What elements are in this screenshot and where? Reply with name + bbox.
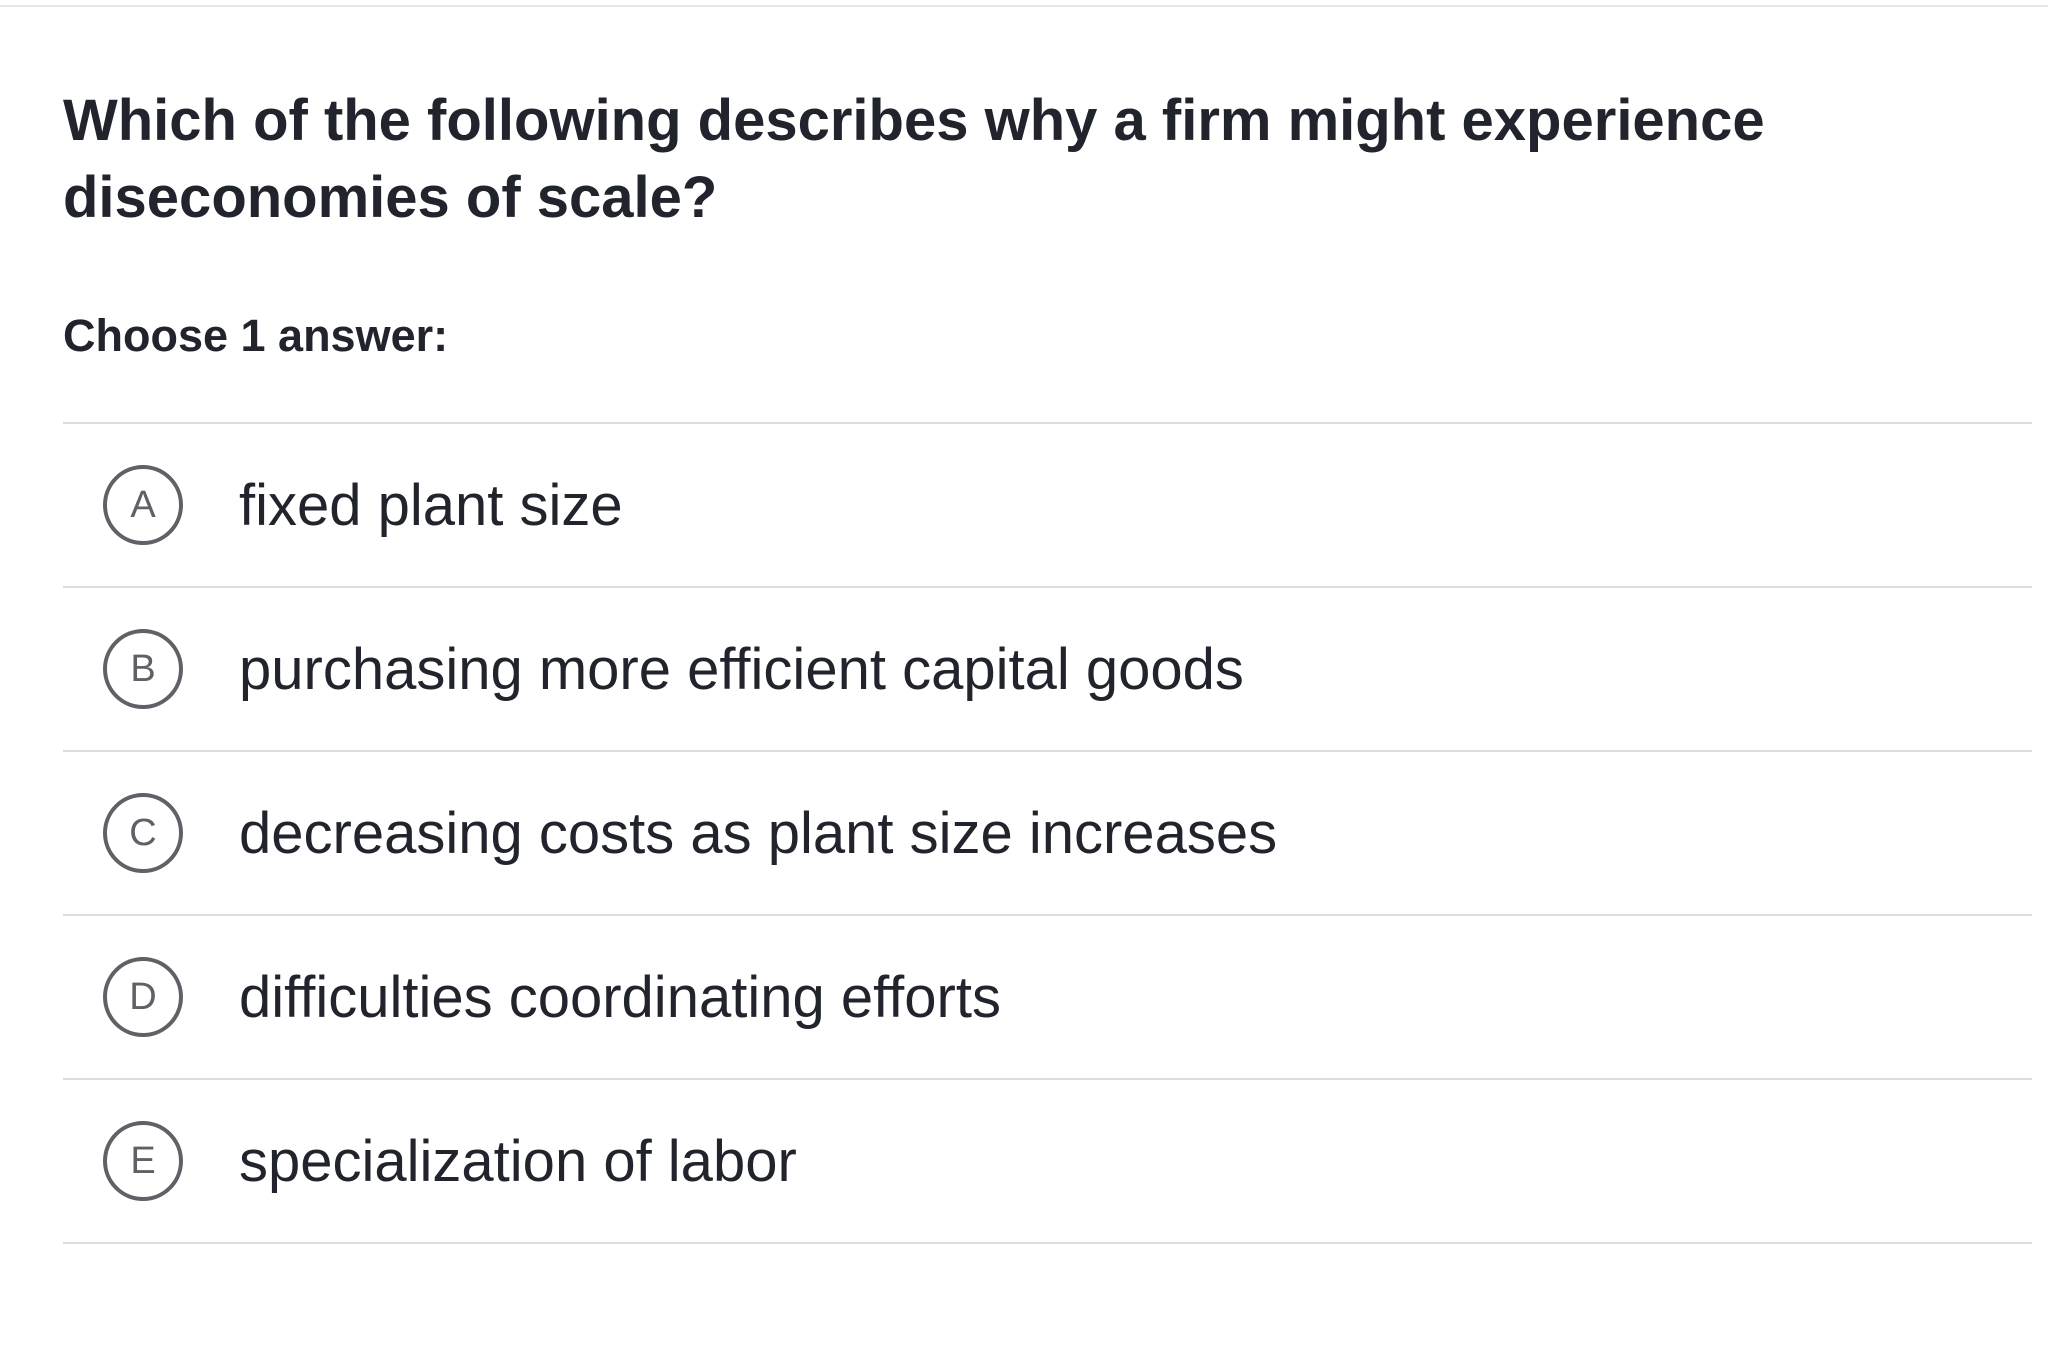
choice-e[interactable]: E specialization of labor <box>63 1080 2032 1244</box>
choice-c-radio-icon[interactable]: C <box>103 793 183 873</box>
choice-c-label[interactable]: decreasing costs as plant size increases <box>239 800 1278 866</box>
answer-instruction: Choose 1 answer: <box>63 310 449 361</box>
choice-d-radio-icon[interactable]: D <box>103 957 183 1037</box>
choice-e-label[interactable]: specialization of labor <box>239 1128 797 1194</box>
question-prompt: Which of the following describes why a f… <box>63 88 1765 230</box>
choice-d[interactable]: D difficulties coordinating efforts <box>63 916 2032 1080</box>
choice-e-radio-icon[interactable]: E <box>103 1121 183 1201</box>
top-divider <box>0 5 2048 7</box>
answer-choices-list: A fixed plant size B purchasing more eff… <box>63 422 2032 1244</box>
choice-a[interactable]: A fixed plant size <box>63 424 2032 588</box>
choice-b-radio-icon[interactable]: B <box>103 629 183 709</box>
choice-a-label[interactable]: fixed plant size <box>239 472 623 538</box>
choice-a-radio-icon[interactable]: A <box>103 465 183 545</box>
choice-c[interactable]: C decreasing costs as plant size increas… <box>63 752 2032 916</box>
choice-b[interactable]: B purchasing more efficient capital good… <box>63 588 2032 752</box>
choice-d-label[interactable]: difficulties coordinating efforts <box>239 964 1001 1030</box>
choice-b-label[interactable]: purchasing more efficient capital goods <box>239 636 1244 702</box>
